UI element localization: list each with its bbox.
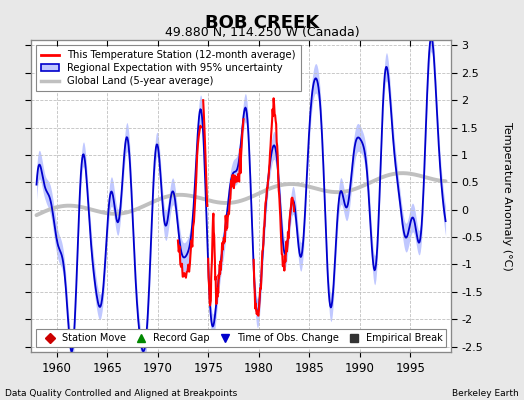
- Text: Berkeley Earth: Berkeley Earth: [452, 389, 519, 398]
- Text: 49.880 N, 114.250 W (Canada): 49.880 N, 114.250 W (Canada): [165, 26, 359, 39]
- Text: BOB CREEK: BOB CREEK: [205, 14, 319, 32]
- Y-axis label: Temperature Anomaly (°C): Temperature Anomaly (°C): [502, 122, 512, 270]
- Legend: Station Move, Record Gap, Time of Obs. Change, Empirical Break: Station Move, Record Gap, Time of Obs. C…: [36, 329, 446, 347]
- Text: Data Quality Controlled and Aligned at Breakpoints: Data Quality Controlled and Aligned at B…: [5, 389, 237, 398]
